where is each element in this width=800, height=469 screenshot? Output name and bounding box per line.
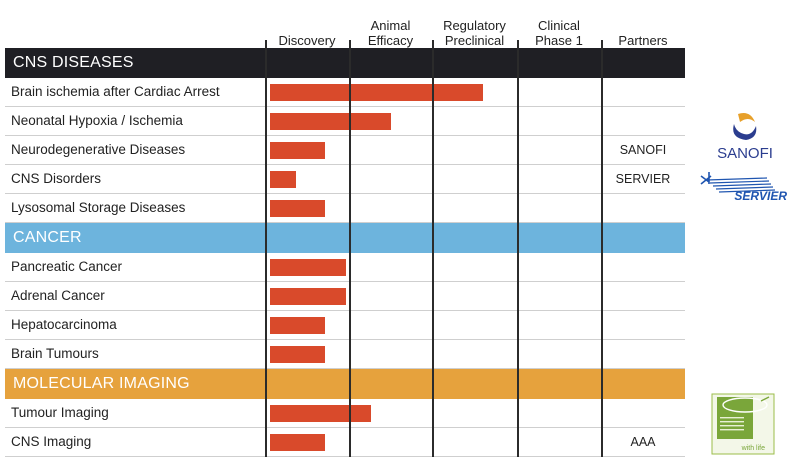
partner-label: AAA [630, 435, 656, 449]
stage-separator [349, 40, 351, 457]
aaa-logo-tagline: with life [741, 445, 765, 452]
row-label: Adrenal Cancer [11, 288, 105, 303]
column-header-1: Discovery [278, 33, 336, 48]
row-label: Brain ischemia after Cardiac Arrest [11, 84, 220, 99]
servier-logo-text: SERVIER [734, 189, 787, 203]
column-header-3: Regulatory Preclinical [443, 18, 506, 48]
progress-bar [270, 171, 297, 188]
row-label: Pancreatic Cancer [11, 259, 123, 274]
row-divider [5, 106, 685, 107]
progress-bar [270, 405, 372, 422]
progress-bar [270, 259, 346, 276]
row-divider [5, 164, 685, 165]
row-divider [5, 135, 685, 136]
row-divider [5, 222, 685, 223]
progress-bar [270, 288, 346, 305]
row-divider [5, 281, 685, 282]
row-divider [5, 456, 685, 457]
column-header-2: Animal Efficacy [367, 18, 414, 48]
stage-separator [601, 40, 603, 457]
sanofi-logo-text: SANOFI [717, 145, 773, 162]
row-label: Brain Tumours [11, 346, 99, 361]
progress-bar [270, 317, 326, 334]
section-title: CNS DISEASES [13, 54, 134, 71]
aaa-logo-icon: with life [711, 393, 775, 455]
progress-bar [270, 142, 326, 159]
row-label: Neonatal Hypoxia / Ischemia [11, 113, 183, 128]
row-divider [5, 339, 685, 340]
progress-bar [270, 113, 391, 130]
section-band-2: CANCER [5, 223, 685, 253]
stage-separator [432, 40, 434, 457]
partner-label: SANOFI [619, 143, 667, 157]
column-header-4: Clinical Phase 1 [535, 18, 583, 48]
row-label: Tumour Imaging [11, 405, 109, 420]
row-divider [5, 427, 685, 428]
section-band-3: MOLECULAR IMAGING [5, 369, 685, 399]
section-band-1: CNS DISEASES [5, 48, 685, 78]
stage-separator [517, 40, 519, 457]
row-label: CNS Disorders [11, 171, 102, 186]
progress-bar [270, 84, 483, 101]
row-label: Lysosomal Storage Diseases [11, 200, 186, 215]
servier-logo-icon: SERVIER [700, 172, 787, 203]
row-label: Hepatocarcinoma [11, 317, 117, 332]
row-label: Neurodegenerative Diseases [11, 142, 186, 157]
row-divider [5, 310, 685, 311]
row-label: CNS Imaging [11, 434, 92, 449]
partner-label: SERVIER [615, 172, 671, 186]
sanofi-logo-icon: SANOFI [717, 113, 773, 162]
progress-bar [270, 346, 326, 363]
section-title: MOLECULAR IMAGING [13, 375, 190, 392]
row-divider [5, 368, 685, 369]
column-header-5: Partners [618, 33, 668, 48]
stage-separator [265, 40, 267, 457]
progress-bar [270, 200, 326, 217]
progress-bar [270, 434, 326, 451]
row-divider [5, 193, 685, 194]
section-title: CANCER [13, 229, 82, 246]
